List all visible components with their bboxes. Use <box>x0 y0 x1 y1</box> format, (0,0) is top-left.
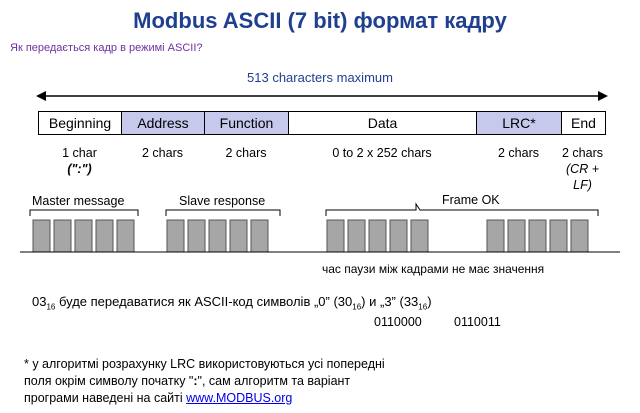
frame-char-block <box>410 219 429 253</box>
note-line-2b: ", сам алгоритм та варіант <box>197 374 351 388</box>
size-address: 2 chars <box>142 146 183 160</box>
field-beginning: Beginning <box>39 112 122 134</box>
note-line-3-text: програми наведені на сайті <box>24 391 187 405</box>
slave-char-block <box>208 219 227 253</box>
binary-0: 0110000 <box>374 315 422 329</box>
timing-diagram <box>20 202 620 253</box>
note-line-1: * у алгоритмі розрахунку LRC використову… <box>24 357 385 371</box>
size-data: 0 to 2 x 252 chars <box>332 146 432 160</box>
note-line-2a: поля окрім символу початку " <box>24 374 194 388</box>
note-colon: : <box>193 374 198 388</box>
size-lrc: 2 chars <box>498 146 539 160</box>
frame-char-block <box>549 219 568 253</box>
field-end: End <box>562 112 605 134</box>
max-length-label: 513 characters maximum <box>247 70 393 85</box>
encoding-sub2: 16 <box>352 302 362 312</box>
master-brace <box>29 209 139 216</box>
field-function: Function <box>205 112 289 134</box>
encoding-text2: ) и „3” (33 <box>361 294 419 309</box>
modbus-link[interactable]: www.MODBUS.org <box>186 391 293 405</box>
note-line-3: програми наведені на сайті www.MODBUS.or… <box>24 390 385 407</box>
size-end-note: (CR + LF) <box>566 162 599 192</box>
field-data: Data <box>289 112 477 134</box>
slave-char-block <box>166 219 185 253</box>
encoding-line: 0316 буде передаватися як ASCII-код симв… <box>32 294 432 312</box>
slave-char-block <box>250 219 269 253</box>
encoding-sub: 16 <box>46 302 56 312</box>
encoding-text3: ) <box>427 294 432 309</box>
frame-char-block <box>507 219 526 253</box>
size-beginning-note: (":") <box>67 162 92 176</box>
master-char-block <box>95 219 114 253</box>
master-message-label: Master message <box>32 194 125 208</box>
slave-char-block <box>229 219 248 253</box>
pause-note: час паузи між кадрами не має значення <box>322 262 545 276</box>
frame-structure: Beginning Address Function Data LRC* End <box>38 111 606 135</box>
slave-char-block <box>187 219 206 253</box>
frame-char-block <box>368 219 387 253</box>
encoding-prefix: 03 <box>32 294 47 309</box>
frame-char-block <box>347 219 366 253</box>
field-sizes: 1 char (":") 2 chars 2 chars 0 to 2 x 25… <box>38 145 604 193</box>
frame-char-block <box>326 219 345 253</box>
master-char-block <box>116 219 135 253</box>
slave-brace <box>165 209 281 216</box>
page-title: Modbus ASCII (7 bit) формат кадру <box>133 8 507 33</box>
size-end: 2 chars (CR + LF) <box>561 145 604 193</box>
size-function: 2 chars <box>225 146 267 160</box>
size-beginning: 1 char (":") <box>38 145 121 193</box>
subtitle: Як передається кадр в режимі ASCII? <box>10 42 203 54</box>
slave-response-label: Slave response <box>179 194 266 208</box>
encoding-text: буде передаватися як ASCII-код символів … <box>55 294 353 309</box>
frame-char-block <box>570 219 589 253</box>
master-char-block <box>53 219 72 253</box>
master-char-block <box>74 219 93 253</box>
note-line-2: поля окрім символу початку ":", сам алго… <box>24 373 385 390</box>
length-arrow <box>36 91 608 101</box>
frame-char-block <box>389 219 408 253</box>
size-beginning-value: 1 char <box>62 146 97 160</box>
binary-3: 0110011 <box>454 315 501 329</box>
master-char-block <box>32 219 51 253</box>
frame-ok-label: Frame OK <box>442 193 500 207</box>
encoding-sub3: 16 <box>418 302 428 312</box>
size-end-value: 2 chars <box>562 146 603 160</box>
frame-ok-brace <box>325 202 599 216</box>
field-address: Address <box>122 112 205 134</box>
lrc-footnote: * у алгоритмі розрахунку LRC використову… <box>24 356 385 407</box>
frame-char-block <box>486 219 505 253</box>
field-lrc: LRC* <box>477 112 562 134</box>
frame-char-block <box>528 219 547 253</box>
